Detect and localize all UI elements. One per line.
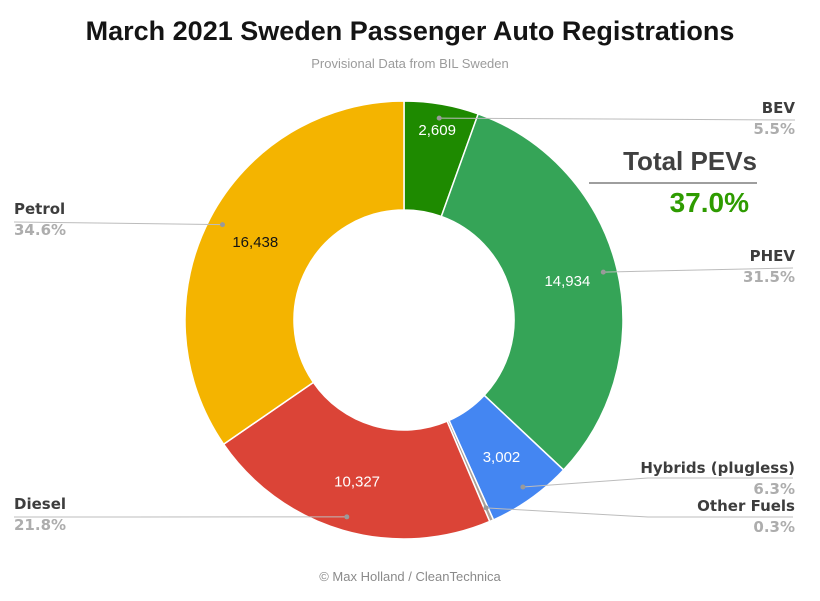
slice-value-label-hybrids-plugless: 3,002 <box>483 449 521 466</box>
callout-diesel: Diesel 21.8% <box>14 496 66 533</box>
slice-value-label-bev: 2,609 <box>418 122 456 139</box>
callout-phev-pct: 31.5% <box>742 268 795 286</box>
leader-line-other-fuels <box>485 507 793 518</box>
slice-value-label-petrol: 16,438 <box>232 234 278 251</box>
callout-bev-pct: 5.5% <box>753 120 795 138</box>
callout-bev: BEV 5.5% <box>753 100 795 137</box>
callout-other-fuels-label: Other Fuels <box>697 497 795 515</box>
slice-value-label-phev: 14,934 <box>544 273 590 290</box>
callout-petrol-label: Petrol <box>14 200 66 218</box>
leader-line-hybrids-plugless <box>522 477 793 488</box>
callout-other-fuels-pct: 0.3% <box>753 518 795 536</box>
callout-bev-label: BEV <box>761 99 795 117</box>
slice-value-label-diesel: 10,327 <box>334 474 380 491</box>
callout-diesel-pct: 21.8% <box>14 516 67 534</box>
leader-dot-phev <box>600 269 606 275</box>
callout-petrol-pct: 34.6% <box>14 221 67 239</box>
pie-slice-diesel[interactable] <box>222 381 491 540</box>
copyright-credit: © Max Holland / CleanTechnica <box>319 569 501 584</box>
page-title: March 2021 Sweden Passenger Auto Registr… <box>85 16 735 46</box>
callout-diesel-label: Diesel <box>14 495 67 513</box>
chart-subtitle: Provisional Data from BIL Sweden <box>311 56 509 71</box>
total-pevs-value: 37.0% <box>669 187 749 218</box>
callout-other-fuels: Other Fuels 0.3% <box>697 498 795 535</box>
pie-slice-phev[interactable] <box>440 113 624 471</box>
callout-hybrids-label: Hybrids (plugless) <box>640 459 795 477</box>
leader-dot-other-fuels <box>483 505 489 511</box>
leader-dot-hybrids-plugless <box>520 484 526 490</box>
callout-hybrids-pct: 6.3% <box>753 480 795 498</box>
callout-phev-label: PHEV <box>749 247 795 265</box>
total-pevs-annotation: Total PEVs 37.0% <box>589 146 757 219</box>
pie-slice-petrol[interactable] <box>184 100 405 445</box>
leader-dot-diesel <box>344 514 350 520</box>
leader-dot-bev <box>436 115 442 121</box>
leader-line-bev <box>439 117 796 121</box>
callout-petrol: Petrol 34.6% <box>14 201 66 238</box>
callout-phev: PHEV 31.5% <box>743 248 795 285</box>
leader-dot-petrol <box>220 222 225 228</box>
callout-hybrids: Hybrids (plugless) 6.3% <box>640 460 795 497</box>
leader-line-petrol <box>13 221 223 226</box>
leader-line-phev <box>603 267 794 273</box>
total-pevs-label: Total PEVs <box>589 146 757 184</box>
